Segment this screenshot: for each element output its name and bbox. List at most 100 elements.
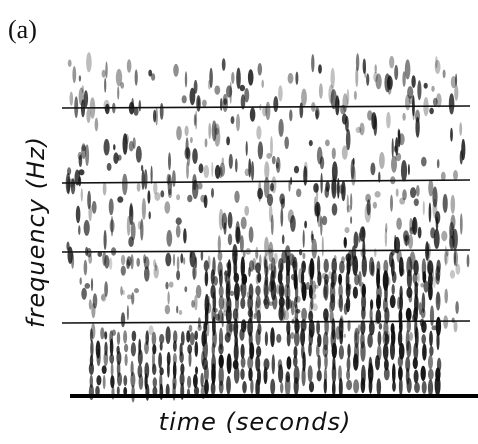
texture-mark (147, 190, 151, 204)
texture-mark (352, 255, 359, 276)
texture-mark (240, 297, 246, 310)
texture-mark (391, 271, 397, 284)
texture-mark (87, 190, 91, 210)
texture-mark (228, 153, 233, 169)
texture-mark (293, 165, 300, 174)
texture-mark (449, 269, 456, 279)
texture-mark (433, 276, 436, 289)
texture-mark (204, 307, 209, 326)
texture-mark (415, 116, 420, 138)
texture-mark (293, 377, 299, 396)
texture-mark (219, 166, 223, 179)
texture-mark (308, 342, 312, 357)
texture-mark (79, 277, 82, 285)
texture-mark (450, 76, 457, 89)
texture-mark (361, 226, 366, 239)
texture-mark (167, 188, 173, 199)
texture-mark (130, 371, 136, 388)
texture-mark (428, 282, 433, 301)
texture-mark (422, 271, 427, 284)
texture-mark (194, 256, 198, 269)
texture-mark (203, 364, 209, 383)
texture-mark (453, 249, 456, 266)
texture-mark (192, 265, 197, 280)
texture-mark (407, 163, 410, 176)
texture-mark (325, 139, 330, 147)
texture-mark (358, 271, 362, 287)
texture-mark (311, 233, 314, 241)
texture-mark (395, 188, 399, 197)
texture-mark (284, 375, 291, 397)
texture-mark (239, 235, 244, 253)
texture-mark (217, 250, 223, 262)
texture-mark (322, 285, 328, 299)
texture-mark (188, 350, 192, 367)
texture-mark (441, 230, 448, 242)
texture-mark (355, 126, 362, 134)
texture-mark (253, 313, 257, 320)
texture-mark (189, 251, 192, 259)
texture-mark (278, 118, 284, 137)
texture-mark (211, 342, 215, 357)
texture-mark (429, 345, 434, 357)
texture-mark (341, 145, 348, 160)
texture-mark (431, 85, 435, 92)
texture-mark (399, 291, 403, 298)
texture-mark (214, 164, 221, 179)
texture-mark (104, 77, 107, 93)
texture-mark (228, 322, 235, 332)
texture-mark (235, 294, 239, 312)
texture-mark (92, 293, 98, 309)
texture-mark (317, 255, 321, 276)
texture-mark (102, 375, 106, 390)
texture-mark (235, 221, 240, 243)
texture-mark (408, 294, 413, 303)
texture-mark (443, 315, 449, 329)
texture-mark (420, 282, 425, 288)
texture-mark (263, 279, 269, 299)
texture-mark (270, 327, 275, 348)
texture-mark (342, 93, 348, 113)
texture-mark (370, 261, 375, 277)
texture-mark (350, 193, 353, 211)
texture-mark (386, 111, 391, 129)
texture-mark (285, 268, 290, 289)
texture-mark (322, 272, 327, 280)
texture-mark (108, 198, 114, 216)
texture-mark (273, 96, 279, 113)
texture-mark (226, 261, 231, 269)
texture-mark (331, 269, 337, 286)
texture-mark (454, 250, 458, 267)
texture-mark (100, 327, 105, 340)
texture-mark (131, 330, 137, 342)
texture-mark (225, 305, 232, 324)
texture-mark (102, 251, 107, 266)
texture-mark (250, 379, 254, 394)
texture-mark (268, 263, 273, 271)
texture-mark (255, 274, 260, 285)
texture-mark (148, 211, 151, 220)
texture-mark (423, 82, 428, 89)
texture-mark (288, 180, 291, 192)
texture-mark (104, 331, 108, 340)
texture-mark (313, 183, 319, 193)
texture-mark (255, 355, 261, 372)
texture-mark (203, 194, 208, 209)
texture-mark (210, 381, 216, 396)
texture-mark (415, 185, 420, 197)
texture-mark (396, 249, 402, 263)
texture-mark (451, 317, 455, 323)
texture-mark (244, 88, 250, 103)
texture-mark (72, 66, 77, 84)
texture-mark (338, 283, 343, 299)
texture-mark (159, 333, 165, 344)
texture-mark (155, 107, 158, 126)
texture-mark (218, 365, 224, 387)
texture-mark (335, 95, 340, 116)
texture-mark (137, 221, 142, 230)
texture-mark (165, 252, 172, 267)
texture-mark (351, 165, 356, 186)
texture-mark (316, 182, 319, 204)
texture-mark (122, 173, 128, 196)
texture-mark (347, 320, 351, 332)
